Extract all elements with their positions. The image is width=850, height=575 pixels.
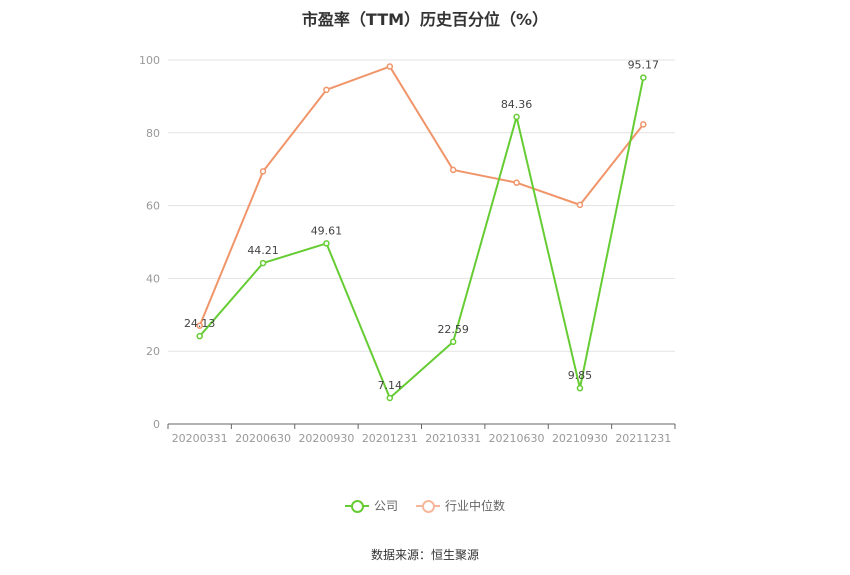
data-point-industry: [386, 63, 394, 70]
x-tick-label: 20210630: [489, 432, 545, 445]
y-tick-label: 20: [146, 345, 160, 358]
x-tick-label: 20200930: [298, 432, 354, 445]
x-axis: 20200331 20200630 20200930 20201231 20210331…: [167, 423, 676, 445]
data-point-company: [196, 332, 203, 340]
data-label: 95.17: [628, 59, 660, 72]
legend-industry-label: 行业中位数: [445, 499, 506, 513]
y-tick-label: 40: [146, 272, 160, 285]
series-line-industry: [198, 65, 645, 327]
data-point-company: [323, 240, 330, 247]
y-tick-label: 60: [146, 200, 160, 213]
legend-company-label: 公司: [373, 499, 398, 513]
data-point-industry: [640, 121, 647, 128]
data-point-company: [640, 74, 647, 81]
data-point-industry: [576, 201, 584, 209]
data-point-company: [259, 259, 267, 267]
data-point-industry: [259, 168, 267, 175]
legend: 公司 行业中位数: [0, 497, 850, 514]
chart-title: 市盈率（TTM）历史百分位（%）: [301, 10, 549, 29]
y-axis: 0 20 40 60 80 100: [139, 54, 160, 431]
data-label: 7.14: [378, 379, 403, 392]
data-label: 24.13: [184, 317, 216, 330]
data-point-company: [576, 384, 584, 392]
source-note: 数据来源：恒生聚源: [370, 548, 479, 562]
legend-item-company[interactable]: 公司: [344, 497, 398, 514]
x-tick-label: 20210930: [552, 432, 608, 445]
legend-item-industry[interactable]: 行业中位数: [416, 497, 505, 514]
grid-lines: [168, 59, 675, 352]
x-tick-label: 20201231: [362, 432, 418, 445]
y-tick-label: 0: [153, 418, 160, 431]
series-line-company: [198, 77, 645, 400]
data-point-industry: [513, 179, 520, 186]
data-label: 22.59: [437, 323, 469, 336]
data-point-company: [513, 113, 520, 121]
data-point-industry: [449, 166, 457, 174]
data-label: 49.61: [311, 224, 343, 237]
x-tick-label: 20210331: [425, 432, 481, 445]
data-point-company: [449, 338, 457, 346]
legend-industry-marker-icon: [416, 499, 440, 513]
x-tick-label: 20211231: [615, 432, 671, 445]
y-tick-label: 80: [146, 127, 160, 140]
series-layer: 24.13 44.21 49.61 7.14 22.59 84.36 9.85 95.17: [184, 59, 660, 402]
x-tick-label: 20200331: [172, 432, 228, 445]
data-label: 44.21: [247, 244, 279, 257]
data-label: 9.85: [568, 369, 593, 382]
y-tick-label: 100: [139, 54, 160, 67]
data-point-industry: [196, 322, 203, 329]
data-label: 84.36: [501, 98, 533, 111]
x-tick-label: 20200630: [235, 432, 291, 445]
legend-company-marker-icon: [344, 499, 369, 513]
data-point-company: [386, 394, 394, 402]
data-point-industry: [323, 86, 330, 94]
